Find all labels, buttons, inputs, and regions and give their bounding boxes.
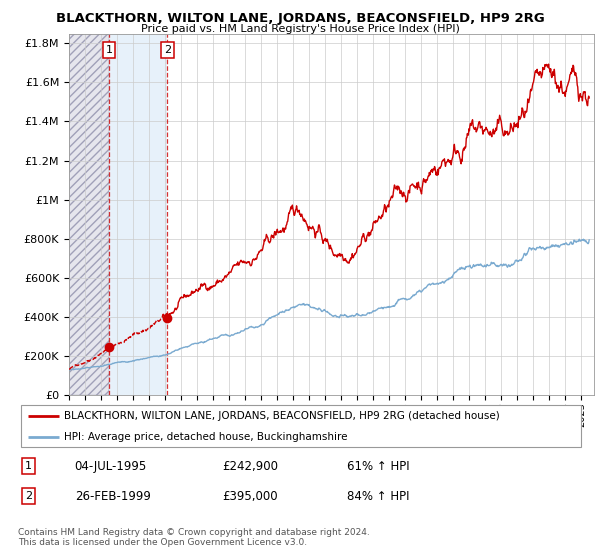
Text: 2: 2 (25, 491, 32, 501)
Text: Price paid vs. HM Land Registry's House Price Index (HPI): Price paid vs. HM Land Registry's House … (140, 24, 460, 34)
Bar (109, 34, 167, 395)
FancyBboxPatch shape (21, 405, 581, 447)
Text: £395,000: £395,000 (222, 490, 278, 503)
Text: 1: 1 (25, 461, 32, 472)
Bar (69, 34, 109, 395)
Text: 84% ↑ HPI: 84% ↑ HPI (347, 490, 409, 503)
Text: BLACKTHORN, WILTON LANE, JORDANS, BEACONSFIELD, HP9 2RG (detached house): BLACKTHORN, WILTON LANE, JORDANS, BEACON… (64, 410, 500, 421)
Text: 26-FEB-1999: 26-FEB-1999 (75, 490, 151, 503)
Text: £242,900: £242,900 (222, 460, 278, 473)
Bar (69, 34, 109, 395)
Text: BLACKTHORN, WILTON LANE, JORDANS, BEACONSFIELD, HP9 2RG: BLACKTHORN, WILTON LANE, JORDANS, BEACON… (56, 12, 544, 25)
Text: 1: 1 (106, 45, 113, 55)
Text: 2: 2 (164, 45, 171, 55)
Text: HPI: Average price, detached house, Buckinghamshire: HPI: Average price, detached house, Buck… (64, 432, 348, 442)
Text: 04-JUL-1995: 04-JUL-1995 (75, 460, 147, 473)
Text: Contains HM Land Registry data © Crown copyright and database right 2024.
This d: Contains HM Land Registry data © Crown c… (18, 528, 370, 547)
Text: 61% ↑ HPI: 61% ↑ HPI (347, 460, 409, 473)
